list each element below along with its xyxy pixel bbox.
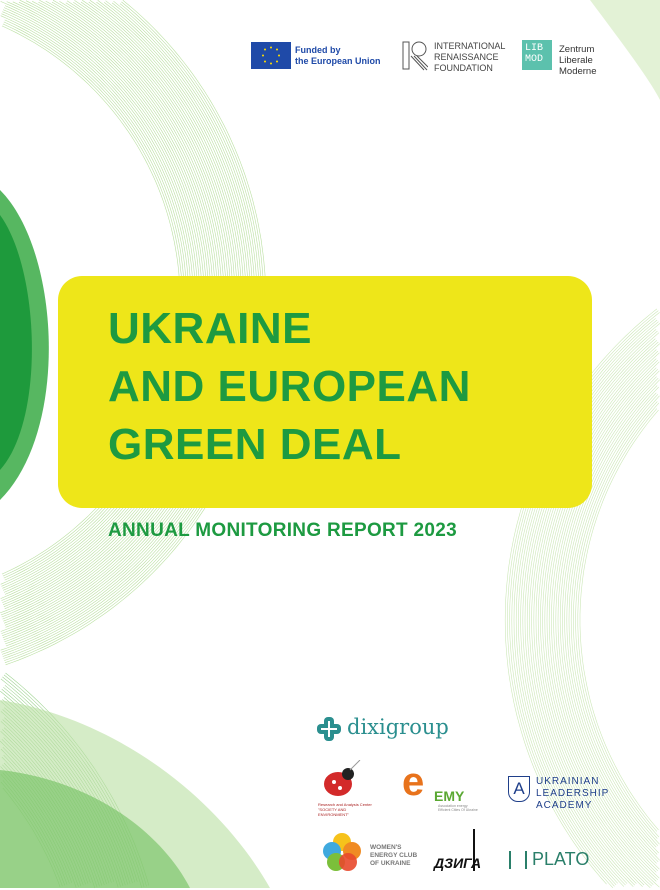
irf-logo-icon	[402, 41, 428, 71]
irf-label: INTERNATIONAL RENAISSANCE FOUNDATION	[434, 41, 505, 74]
arc-line	[566, 392, 657, 848]
ula-line: ACADEMY	[536, 800, 593, 811]
arc-line	[553, 370, 660, 870]
wecu-line: OF UKRAINE	[370, 860, 411, 867]
arc-line	[546, 361, 660, 879]
eu-line-2: the European Union	[295, 56, 381, 66]
ula-logo: A	[508, 776, 530, 802]
arc-line	[555, 376, 657, 864]
arc-line	[570, 395, 660, 845]
arc-line	[573, 401, 658, 839]
plato-logo: PLATO	[532, 849, 590, 869]
libmod-label: Zentrum Liberale Moderne	[559, 44, 597, 77]
irf-line: FOUNDATION	[434, 63, 493, 73]
emu-logo: EMY	[434, 788, 465, 804]
title-line: UKRAINE	[108, 304, 312, 353]
arc-line	[548, 367, 657, 873]
left-green-band-inner	[0, 215, 32, 470]
report-subtitle: ANNUAL MONITORING REPORT 2023	[108, 520, 457, 541]
irf-line: INTERNATIONAL	[434, 41, 506, 51]
emu-logo-icon: e	[402, 760, 425, 804]
report-title: UKRAINE AND EUROPEAN GREEN DEAL	[108, 300, 471, 474]
dzyga-logo: ДЗИГА	[434, 855, 482, 871]
dzyga-mark-icon	[473, 829, 475, 871]
libmod-line: Zentrum	[559, 44, 595, 55]
libmod-mark-line: MOD	[525, 54, 544, 65]
arc-line	[551, 368, 659, 872]
ladybug-logo-icon	[324, 760, 361, 796]
libmod-line: Moderne	[559, 66, 597, 77]
arc-line	[533, 343, 660, 889]
ula-line: UKRAINIAN	[536, 776, 600, 787]
wecu-flower-icon	[323, 833, 361, 871]
eu-flag-icon	[251, 42, 291, 69]
arc-line	[537, 350, 659, 885]
dixigroup-logo-icon	[317, 717, 341, 741]
wecu-line: ENERGY CLUB	[370, 852, 418, 859]
dixigroup-logo: dixigroup	[347, 715, 449, 739]
title-line: AND EUROPEAN	[108, 362, 471, 411]
arc-line	[568, 394, 659, 846]
arc-line	[542, 358, 657, 882]
ula-line: LEADERSHIP	[536, 788, 610, 799]
arc-line	[577, 408, 658, 832]
title-box	[58, 276, 592, 508]
plato-logo-icon	[509, 851, 527, 869]
arc-line	[559, 379, 660, 861]
libmod-mark-line: LIB	[525, 43, 544, 54]
emu-caption: Association energy Efficient Cities Of U…	[438, 804, 478, 812]
wecu-line: WOMEN'S	[370, 844, 402, 851]
arc-line	[557, 377, 659, 863]
arc-line	[562, 385, 658, 855]
arc-line	[544, 359, 659, 881]
eu-line-1: Funded by	[295, 45, 341, 55]
society-environment-label: Research and Analysis Center "SOCIETY AN…	[318, 802, 372, 817]
libmod-logo: LIB MOD	[522, 40, 552, 70]
libmod-line: Liberale	[559, 55, 593, 66]
bottom-green-band-inner	[0, 770, 190, 888]
top-right-band	[590, 0, 660, 100]
arc-line	[575, 402, 660, 838]
arc-line	[579, 409, 659, 831]
arc-line	[564, 386, 659, 854]
irf-line: RENAISSANCE	[434, 52, 499, 62]
title-line: GREEN DEAL	[108, 420, 402, 469]
arc-line	[540, 352, 660, 888]
wecu-label: WOMEN'S ENERGY CLUB OF UKRAINE	[370, 844, 417, 868]
ula-label: UKRAINIAN LEADERSHIP ACADEMY	[536, 776, 609, 812]
eu-funding-label: Funded by the European Union	[295, 45, 381, 67]
